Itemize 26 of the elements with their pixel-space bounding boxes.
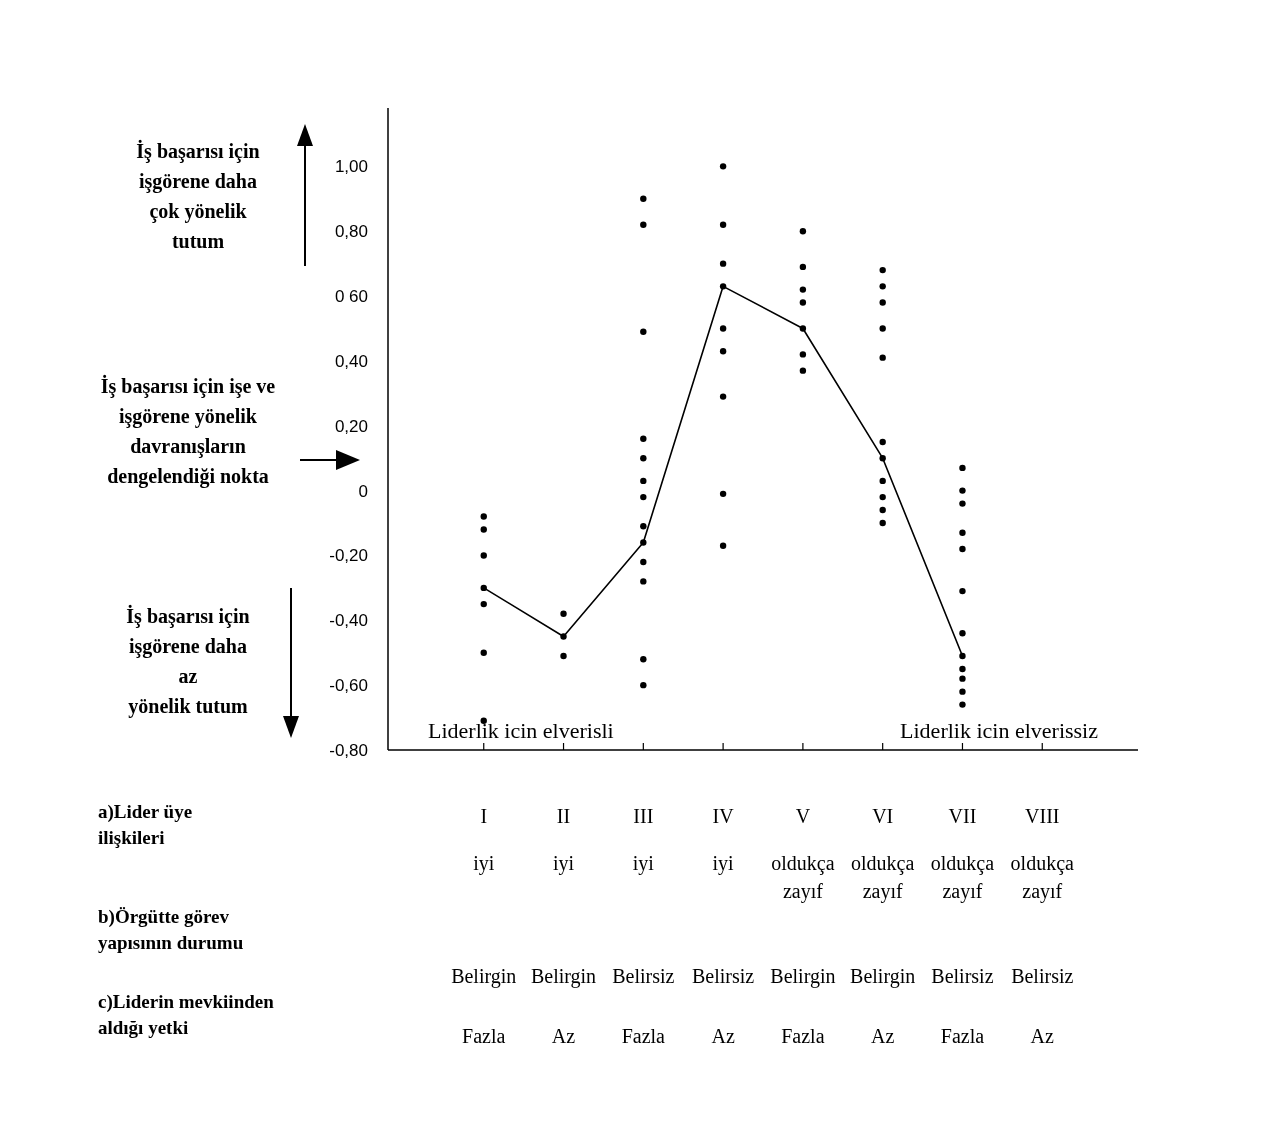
text: İş başarısı için işgörene daha çok yönelik tutum xyxy=(136,139,260,252)
y-tick-label: -0,20 xyxy=(329,546,368,566)
annotation: Liderlik icin elverisli xyxy=(428,718,614,743)
y-tick-label: -0,60 xyxy=(329,676,368,696)
y-tick-label: 1,00 xyxy=(334,157,368,177)
text: b)Örgütte görev yapısının durumu xyxy=(98,906,244,953)
category-label: IV iyi Belirsiz Az xyxy=(692,805,755,1047)
category-label: VIII oldukça zayıf Belirsiz Az xyxy=(1010,805,1074,1047)
text: İş başarısı için işgörene daha az yönelik tutum xyxy=(126,604,250,718)
category-label: II iyi Belirgin Az xyxy=(530,805,597,1047)
category-label: VII oldukça zayıf Belirsiz Fazla xyxy=(930,805,995,1047)
category-label: III iyi Belirsiz Fazla xyxy=(612,805,675,1047)
y-tick-label: 0 60 xyxy=(334,287,368,307)
y-tick-label: 0,40 xyxy=(334,351,368,371)
y-tick-label: 0,80 xyxy=(334,222,368,242)
y-tick-label: 0,20 xyxy=(334,416,368,436)
text: c)Liderin mevkiinden aldığı yetki xyxy=(98,991,275,1038)
text: İş başarısı için işe ve işgörene yönelik davranışların dengelendiği nokta xyxy=(100,374,276,488)
category-label: I iyi Belirgin Fazla xyxy=(451,805,517,1047)
category-label: VI oldukça zayıf Belirgin Az xyxy=(850,805,916,1047)
text: a)Lider üye ilişkileri xyxy=(98,801,193,848)
y-tick-label: -0,80 xyxy=(329,740,368,760)
y-tick-label: 0 xyxy=(358,481,368,501)
annotation: Liderlik icin elverissiz xyxy=(900,718,1099,743)
category-label: V oldukça zayıf Belirgin Fazla xyxy=(770,805,836,1047)
y-tick-label: -0,40 xyxy=(329,611,368,631)
